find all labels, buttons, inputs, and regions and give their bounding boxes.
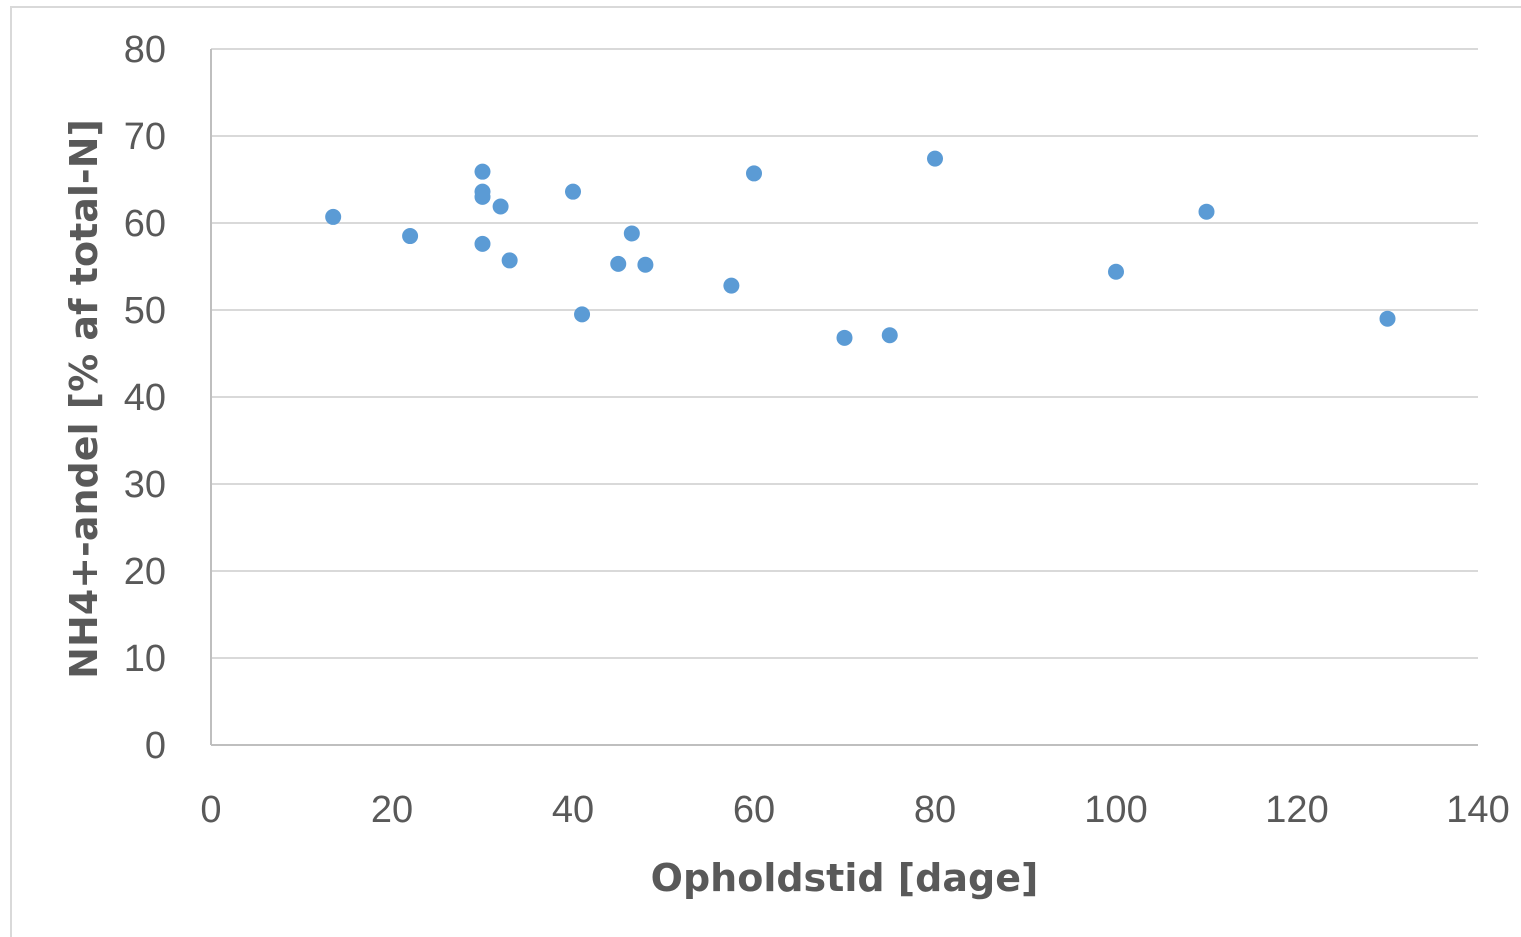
chart-frame bbox=[10, 6, 1521, 937]
x-tick-label: 100 bbox=[1084, 789, 1147, 831]
x-tick-label: 20 bbox=[371, 789, 413, 831]
data-point bbox=[836, 329, 853, 346]
y-tick-labels: 0 10 20 30 40 50 60 70 80 bbox=[124, 29, 166, 767]
data-point bbox=[1198, 203, 1215, 220]
data-point bbox=[565, 183, 581, 200]
x-tick-label: 40 bbox=[552, 789, 594, 831]
y-tick-label: 20 bbox=[124, 551, 166, 593]
data-point bbox=[325, 208, 342, 225]
data-point bbox=[402, 228, 419, 245]
x-tick-label: 140 bbox=[1446, 789, 1509, 831]
data-point bbox=[574, 306, 591, 323]
x-axis-title: Opholdstid [dage] bbox=[651, 856, 1039, 900]
y-tick-label: 70 bbox=[124, 116, 166, 158]
x-tick-label: 120 bbox=[1265, 789, 1328, 831]
x-tick-label: 80 bbox=[914, 789, 956, 831]
x-tick-label: 60 bbox=[733, 789, 775, 831]
data-points bbox=[325, 150, 1396, 346]
data-point bbox=[1108, 263, 1124, 280]
y-tick-label: 80 bbox=[124, 29, 166, 71]
data-point bbox=[637, 256, 654, 273]
y-tick-label: 30 bbox=[124, 464, 166, 506]
data-point bbox=[723, 277, 740, 294]
data-point bbox=[610, 255, 627, 272]
x-tick-labels: 0 20 40 60 80 100 120 140 bbox=[200, 789, 1509, 831]
y-axis-title: NH4+-andel [% af total-N] bbox=[62, 119, 106, 679]
y-tick-label: 0 bbox=[145, 725, 166, 767]
y-tick-label: 50 bbox=[124, 290, 166, 332]
data-point bbox=[474, 163, 491, 180]
data-point bbox=[501, 252, 518, 269]
grid-lines bbox=[211, 48, 1478, 659]
y-tick-label: 10 bbox=[124, 638, 166, 680]
y-tick-label: 60 bbox=[124, 203, 166, 245]
x-tick-label: 0 bbox=[200, 789, 221, 831]
data-point bbox=[474, 235, 491, 252]
data-point bbox=[746, 165, 762, 182]
y-tick-label: 40 bbox=[124, 377, 166, 419]
data-point bbox=[492, 198, 509, 215]
data-point bbox=[927, 150, 943, 167]
data-point bbox=[623, 225, 640, 242]
axes bbox=[210, 49, 1478, 746]
data-point bbox=[474, 188, 491, 205]
data-point bbox=[881, 327, 898, 344]
data-point bbox=[1379, 310, 1396, 327]
